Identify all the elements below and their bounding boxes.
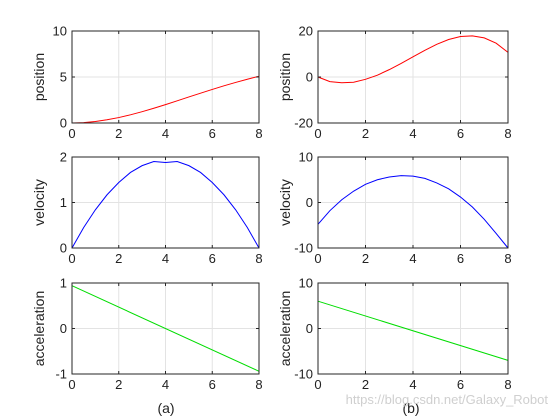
y-tick-label: 1 [60,276,67,291]
x-tick-label: 4 [162,377,169,392]
y-axis-label: velocity [277,179,293,226]
y-tick-label: 0 [60,241,67,256]
y-tick-label: 5 [60,70,67,85]
y-tick-label: 0 [306,195,313,210]
x-tick-label: 2 [362,126,369,141]
y-tick-label: 0 [60,116,67,131]
y-axis-label: acceleration [31,291,47,367]
x-tick-label: 0 [68,377,75,392]
x-tick-label: 0 [314,251,321,266]
x-tick-label: 6 [457,251,464,266]
x-tick-label: 2 [362,377,369,392]
panel-a-position: 0 2 4 6 8 0 5 10 position [31,24,263,142]
x-tick-label: 2 [115,126,122,141]
y-tick-label: -1 [55,367,67,382]
y-axis-label: acceleration [277,291,293,367]
x-tick-label: 6 [457,377,464,392]
panel-a-velocity: 0 2 4 6 8 0 1 2 velocity [31,150,263,267]
series-line-a-velocity [71,161,260,249]
y-tick-label: 10 [53,24,67,39]
x-tick-label: 6 [209,126,216,141]
x-tick-label: 8 [255,251,262,266]
x-tick-label: 0 [68,251,75,266]
y-tick-label: 10 [299,150,313,165]
x-tick-label: 4 [162,251,169,266]
x-tick-label: 8 [255,126,262,141]
y-tick-label: -20 [294,116,313,131]
x-tick-label: 6 [209,251,216,266]
x-tick-label: 4 [409,377,416,392]
y-tick-label: 20 [299,24,313,39]
x-tick-label: 4 [409,251,416,266]
x-tick-label: 0 [314,126,321,141]
series-line-a-acceleration [71,285,260,372]
y-tick-label: 0 [306,70,313,85]
x-tick-label: 4 [162,126,169,141]
y-tick-label: -10 [294,241,313,256]
series-line-b-velocity [317,175,509,249]
x-tick-label: 2 [362,251,369,266]
x-tick-label: 8 [504,377,511,392]
series-line-a-position [71,75,260,124]
y-axis-label: position [31,53,47,101]
y-tick-label: 10 [299,276,313,291]
y-tick-label: 1 [60,195,67,210]
x-tick-label: 0 [68,126,75,141]
x-tick-label: 8 [504,251,511,266]
series-line-b-acceleration [317,300,509,361]
x-tick-label: 4 [409,126,416,141]
y-axis-label: velocity [31,179,47,226]
x-tick-label: 2 [115,377,122,392]
watermark: https://blog.csdn.net/Galaxy_Robot [346,392,549,407]
caption-a: (a) [157,400,174,416]
x-tick-label: 8 [255,377,262,392]
x-tick-label: 6 [209,377,216,392]
x-tick-label: 2 [115,251,122,266]
y-tick-label: 0 [60,321,67,336]
series-line-b-position [317,35,509,84]
caption-b: (b) [402,400,419,416]
y-tick-label: -10 [294,367,313,382]
x-tick-label: 6 [457,126,464,141]
y-axis-label: position [277,53,293,101]
y-tick-label: 0 [306,321,313,336]
y-tick-label: 2 [60,150,67,165]
x-tick-label: 8 [504,126,511,141]
x-tick-label: 0 [314,377,321,392]
